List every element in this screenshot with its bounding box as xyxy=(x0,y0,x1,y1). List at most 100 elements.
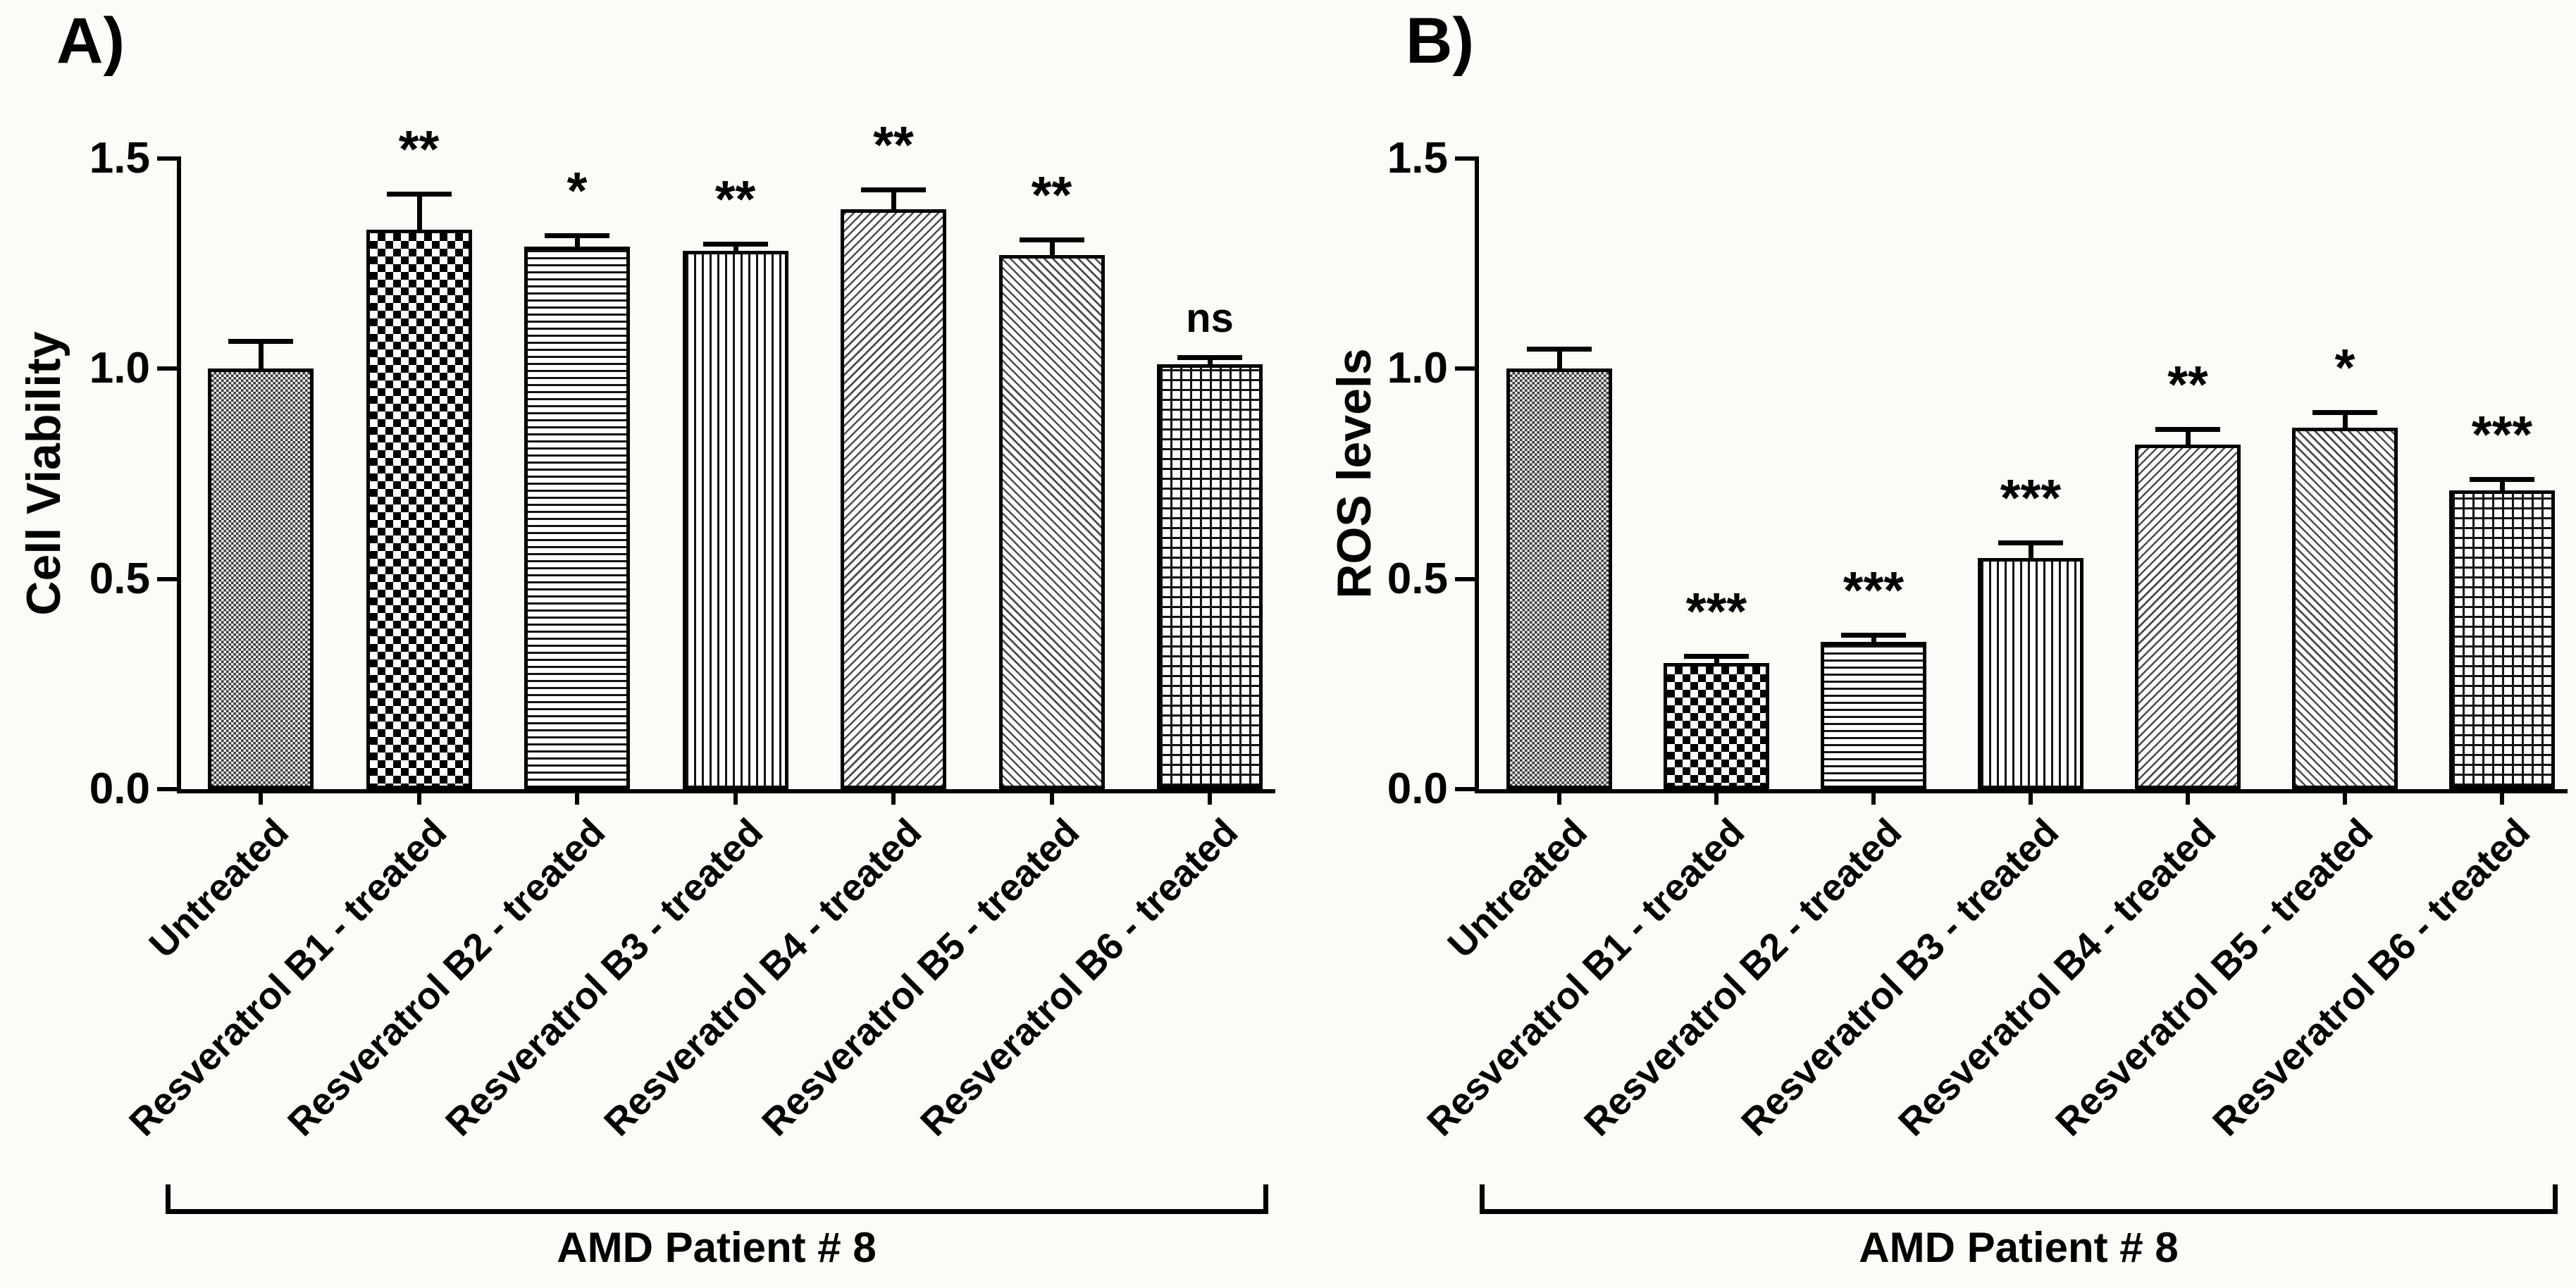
error-bar-stem xyxy=(733,247,738,252)
bar-resveratrol-b2-treated xyxy=(524,247,630,789)
error-bar-cap xyxy=(1019,237,1084,243)
y-tick-label: 0.5 xyxy=(1387,554,1448,603)
significance-label: ns xyxy=(1186,295,1234,342)
error-bar-cap xyxy=(1684,654,1749,660)
error-bar-stem xyxy=(416,196,422,230)
significance-label: *** xyxy=(1685,582,1747,641)
error-bar-cap xyxy=(2155,426,2220,432)
y-tick-label: 1.0 xyxy=(1387,344,1448,393)
error-bar-stem xyxy=(2343,414,2348,428)
y-tick xyxy=(157,787,177,791)
significance-label: ** xyxy=(1031,166,1072,225)
y-tick xyxy=(157,156,177,161)
x-category-label: Resveratrol B4 - treated xyxy=(595,810,930,1144)
x-category-label: Resveratrol B1 - treated xyxy=(1418,810,1753,1144)
panel-a-group-label: AMD Patient # 8 xyxy=(557,1224,877,1271)
x-tick xyxy=(416,793,421,805)
error-bar-cap xyxy=(1527,347,1592,352)
bar-resveratrol-b4-treated xyxy=(841,209,946,789)
bar-resveratrol-b3-treated xyxy=(1978,557,2083,789)
y-axis-line xyxy=(1475,156,1479,792)
y-tick xyxy=(1455,366,1475,371)
bar-resveratrol-b3-treated xyxy=(682,251,788,789)
group-bracket-cap-left xyxy=(1480,1184,1485,1214)
significance-label: ** xyxy=(2167,354,2208,414)
x-axis-line xyxy=(1475,789,2568,793)
x-category-label: Resveratrol B5 - treated xyxy=(754,810,1088,1144)
error-bar-stem xyxy=(2029,545,2033,558)
x-tick xyxy=(259,793,263,805)
y-tick-label: 1.0 xyxy=(89,344,150,393)
error-bar-stem xyxy=(891,192,896,209)
error-bar-stem xyxy=(259,343,264,369)
error-bar-cap xyxy=(861,187,926,192)
y-tick xyxy=(1455,787,1475,791)
group-bracket-line xyxy=(1480,1209,2558,1214)
y-tick-label: 0.0 xyxy=(1387,764,1448,813)
panel-b-letter: B) xyxy=(1406,5,1475,77)
bar-resveratrol-b1-treated xyxy=(1664,663,1769,789)
error-bar-cap xyxy=(2312,409,2377,415)
x-tick xyxy=(1557,793,1561,805)
x-tick xyxy=(2500,793,2504,805)
group-bracket-cap-left xyxy=(166,1184,171,1214)
error-bar-cap xyxy=(545,233,609,239)
x-tick xyxy=(1208,793,1212,805)
error-bar-stem xyxy=(1557,352,1562,369)
panel-b-group-label: AMD Patient # 8 xyxy=(1859,1224,2179,1271)
x-category-label: Resveratrol B3 - treated xyxy=(1733,810,2067,1144)
significance-label: * xyxy=(566,161,588,221)
x-tick xyxy=(2186,793,2190,805)
y-tick-label: 0.5 xyxy=(89,554,150,603)
x-category-label: Resveratrol B1 - treated xyxy=(121,810,455,1144)
x-category-label: Resveratrol B4 - treated xyxy=(1890,810,2224,1144)
x-tick xyxy=(1714,793,1719,805)
y-tick xyxy=(157,366,177,371)
error-bar-cap xyxy=(228,338,293,344)
x-category-label: Untreated xyxy=(141,810,297,967)
error-bar-stem xyxy=(2186,431,2191,445)
group-bracket-cap-right xyxy=(2553,1184,2558,1214)
x-axis-line xyxy=(177,789,1275,793)
bar-resveratrol-b4-treated xyxy=(2135,444,2241,789)
y-tick-label: 1.5 xyxy=(1387,134,1448,182)
x-tick xyxy=(575,793,579,805)
panel-a-letter: A) xyxy=(56,5,125,77)
error-bar-stem xyxy=(1714,659,1719,663)
group-bracket-cap-right xyxy=(1263,1184,1268,1214)
bar-untreated xyxy=(1506,369,1612,789)
x-tick xyxy=(1871,793,1876,805)
error-bar-cap xyxy=(1998,540,2063,545)
y-tick xyxy=(1455,576,1475,581)
y-tick xyxy=(1455,156,1475,161)
significance-label: ** xyxy=(714,170,756,229)
error-bar-stem xyxy=(1208,360,1213,365)
x-tick xyxy=(733,793,738,805)
x-category-label: Resveratrol B6 - treated xyxy=(912,810,1246,1144)
bar-resveratrol-b2-treated xyxy=(1821,642,1926,789)
y-axis-line xyxy=(177,156,181,792)
error-bar-stem xyxy=(2500,482,2505,491)
x-category-label: Resveratrol B5 - treated xyxy=(2047,810,2382,1144)
error-bar-cap xyxy=(386,191,452,197)
error-bar-cap xyxy=(2470,477,2534,483)
significance-label: *** xyxy=(1843,561,1905,620)
x-category-label: Resveratrol B6 - treated xyxy=(2204,810,2539,1144)
significance-label: ** xyxy=(873,115,914,174)
x-tick xyxy=(2343,793,2347,805)
x-tick xyxy=(1049,793,1054,805)
error-bar-cap xyxy=(702,242,768,247)
bar-resveratrol-b1-treated xyxy=(366,230,472,789)
bar-resveratrol-b5-treated xyxy=(2292,427,2398,789)
error-bar-stem xyxy=(1871,638,1876,643)
significance-label: ** xyxy=(398,119,440,178)
bar-resveratrol-b6-treated xyxy=(2449,490,2555,789)
y-tick-label: 0.0 xyxy=(89,764,150,813)
error-bar-cap xyxy=(1177,355,1242,361)
x-category-label: Resveratrol B2 - treated xyxy=(1575,810,1910,1144)
group-bracket-line xyxy=(166,1209,1268,1214)
error-bar-cap xyxy=(1841,633,1906,638)
x-category-label: Untreated xyxy=(1439,810,1596,967)
y-tick xyxy=(157,576,177,581)
x-tick xyxy=(891,793,896,805)
